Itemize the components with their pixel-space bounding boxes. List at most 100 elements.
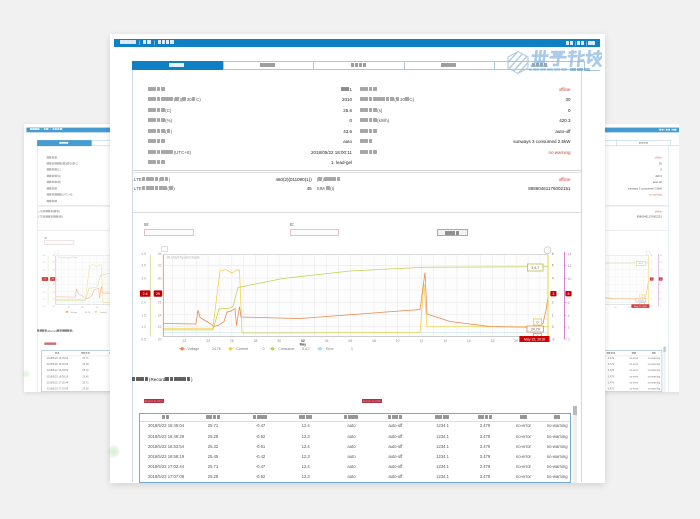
svg-text:3.0: 3.0 xyxy=(43,270,47,272)
svg-text:-1: -1 xyxy=(552,337,555,341)
svg-text:4.0: 4.0 xyxy=(43,255,47,257)
svg-text:04: 04 xyxy=(325,338,329,342)
svg-text:34: 34 xyxy=(52,255,55,257)
svg-text:20: 20 xyxy=(158,337,162,341)
svg-text:5: 5 xyxy=(651,262,653,264)
svg-text:26: 26 xyxy=(96,307,99,309)
svg-text:0: 0 xyxy=(568,337,570,341)
svg-text:26: 26 xyxy=(230,338,234,342)
svg-text:26: 26 xyxy=(158,300,162,304)
svg-text:2: 2 xyxy=(651,284,653,286)
svg-text:32: 32 xyxy=(52,262,55,264)
svg-text:6: 6 xyxy=(552,252,554,256)
svg-text:1: 1 xyxy=(351,347,353,351)
svg-text:Voltage: Voltage xyxy=(188,347,200,351)
svg-text:30: 30 xyxy=(277,338,281,342)
svg-text:24: 24 xyxy=(52,292,55,294)
svg-text:May 22, 2018: May 22, 2018 xyxy=(634,306,647,308)
svg-text:4: 4 xyxy=(568,313,570,317)
svg-text:22: 22 xyxy=(52,299,55,301)
svg-text:Error: Error xyxy=(326,347,335,351)
svg-text:0: 0 xyxy=(660,306,662,308)
svg-text:8: 8 xyxy=(568,291,570,295)
svg-text:1: 1 xyxy=(552,313,554,317)
svg-text:2.6: 2.6 xyxy=(143,291,148,295)
svg-text:0: 0 xyxy=(642,296,644,298)
svg-text:06: 06 xyxy=(348,338,352,342)
svg-text:2.0: 2.0 xyxy=(43,284,47,286)
svg-text:4.0: 4.0 xyxy=(141,252,146,256)
svg-text:14: 14 xyxy=(443,338,447,342)
svg-text:2.0: 2.0 xyxy=(141,300,146,304)
svg-text:08: 08 xyxy=(372,338,376,342)
svg-text:14: 14 xyxy=(568,252,572,256)
svg-text:12: 12 xyxy=(568,263,572,267)
svg-text:24.76: 24.76 xyxy=(212,347,221,351)
svg-text:2.6: 2.6 xyxy=(44,279,48,281)
svg-text:-1: -1 xyxy=(651,306,654,308)
svg-text:22: 22 xyxy=(67,307,70,309)
svg-text:0: 0 xyxy=(537,320,539,324)
svg-text:2: 2 xyxy=(552,300,554,304)
svg-text:JS chart by amCharts: JS chart by amCharts xyxy=(57,256,77,259)
svg-text:24: 24 xyxy=(158,313,162,317)
svg-text:3.0: 3.0 xyxy=(141,276,146,280)
svg-text:4: 4 xyxy=(660,292,662,294)
svg-text:1.5: 1.5 xyxy=(141,313,146,317)
svg-text:22: 22 xyxy=(183,338,187,342)
svg-text:28: 28 xyxy=(254,338,258,342)
svg-text:5: 5 xyxy=(552,263,554,267)
svg-text:14: 14 xyxy=(660,255,663,257)
svg-text:6: 6 xyxy=(660,284,662,286)
svg-text:2: 2 xyxy=(568,325,570,329)
svg-text:20: 20 xyxy=(52,306,55,308)
svg-text:Voltage: Voltage xyxy=(70,311,78,314)
svg-text:18: 18 xyxy=(614,307,617,309)
svg-text:0.5: 0.5 xyxy=(43,306,47,308)
svg-text:May 22, 2018: May 22, 2018 xyxy=(524,337,545,341)
svg-text:20: 20 xyxy=(514,338,518,342)
svg-text:18: 18 xyxy=(491,338,495,342)
svg-text:3.5: 3.5 xyxy=(141,263,146,267)
svg-text:29: 29 xyxy=(156,291,160,295)
svg-text:JS chart by amCharts: JS chart by amCharts xyxy=(166,255,200,259)
svg-text:24.79: 24.79 xyxy=(531,327,540,331)
svg-text:3,4,7: 3,4,7 xyxy=(302,347,310,351)
svg-text:16: 16 xyxy=(467,338,471,342)
svg-text:4: 4 xyxy=(552,276,554,280)
svg-text:3,4,7: 3,4,7 xyxy=(531,265,539,269)
svg-text:May: May xyxy=(300,342,307,346)
svg-text:34: 34 xyxy=(158,252,162,256)
svg-text:6: 6 xyxy=(651,255,653,257)
svg-text:30: 30 xyxy=(52,270,55,272)
svg-text:Consumar: Consumar xyxy=(278,347,295,351)
svg-text:0: 0 xyxy=(552,325,554,329)
svg-text:1.5: 1.5 xyxy=(43,292,47,294)
svg-text:0.5: 0.5 xyxy=(141,337,146,341)
svg-text:10: 10 xyxy=(660,270,663,272)
svg-text:02: 02 xyxy=(301,338,305,342)
svg-text:1: 1 xyxy=(651,292,653,294)
svg-text:Current: Current xyxy=(236,347,248,351)
svg-text:0: 0 xyxy=(263,347,265,351)
svg-text:Current: Current xyxy=(99,311,106,314)
svg-text:6: 6 xyxy=(568,300,570,304)
svg-text:8: 8 xyxy=(660,279,662,281)
svg-text:24: 24 xyxy=(81,307,84,309)
svg-text:24.79: 24.79 xyxy=(638,300,644,302)
svg-text:10: 10 xyxy=(568,276,572,280)
svg-text:3.5: 3.5 xyxy=(43,262,47,264)
svg-text:12: 12 xyxy=(660,262,663,264)
svg-text:22: 22 xyxy=(158,325,162,329)
svg-text:0: 0 xyxy=(651,299,653,301)
svg-text:32: 32 xyxy=(158,263,162,267)
svg-text:12: 12 xyxy=(420,338,424,342)
svg-text:30: 30 xyxy=(158,276,162,280)
svg-text:20: 20 xyxy=(628,307,631,309)
svg-text:10: 10 xyxy=(396,338,400,342)
svg-text:1.0: 1.0 xyxy=(43,299,47,301)
svg-text:24: 24 xyxy=(206,338,210,342)
svg-text:26: 26 xyxy=(52,284,55,286)
svg-text:1.0: 1.0 xyxy=(141,325,146,329)
svg-text:4: 4 xyxy=(651,270,653,272)
